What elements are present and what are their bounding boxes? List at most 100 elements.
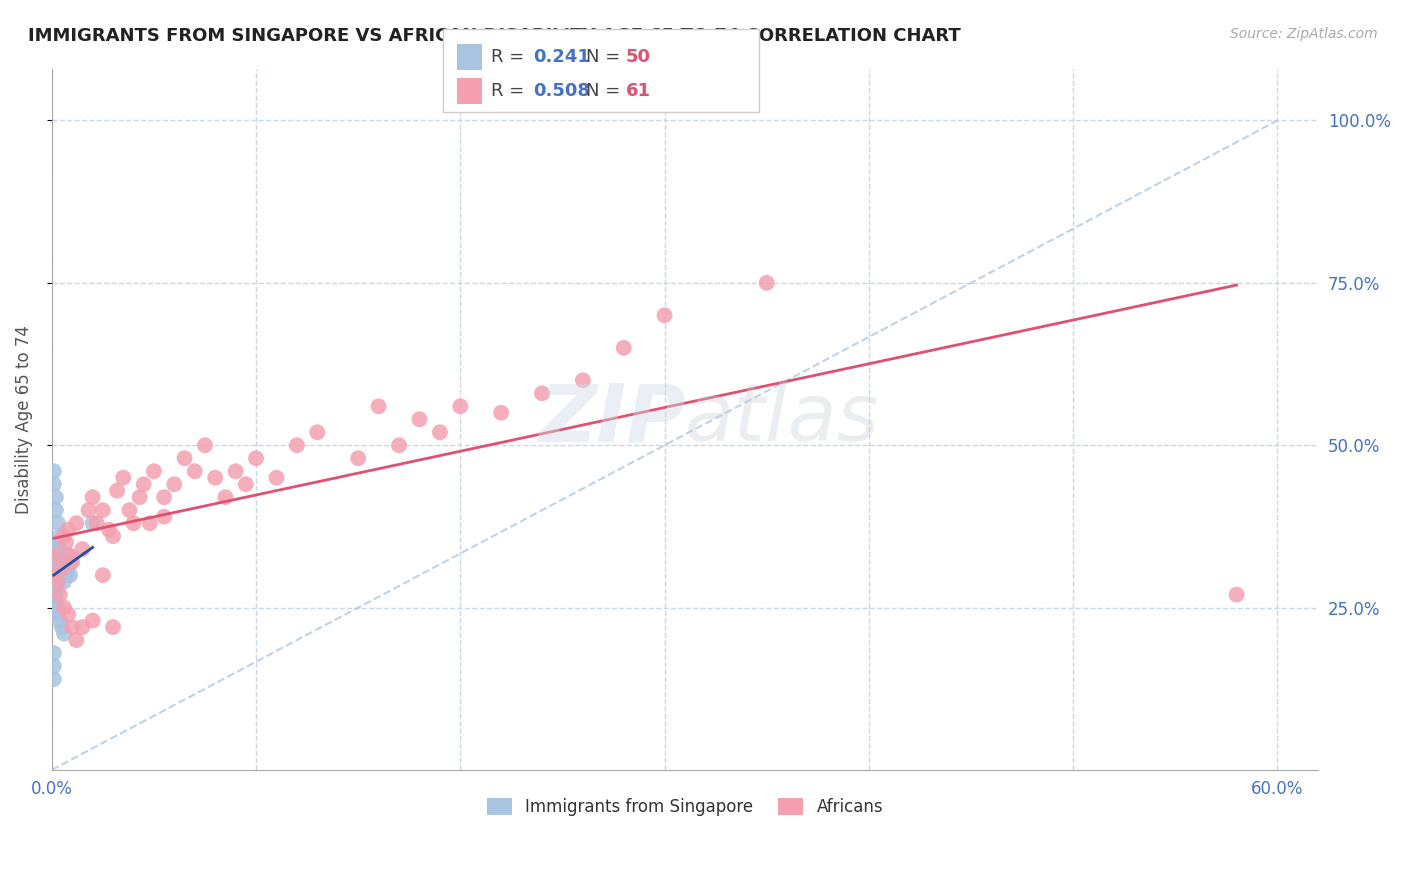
- Point: [60, 620, 83, 634]
- Point: [347, 451, 370, 466]
- Point: [45, 588, 67, 602]
- Point: [82, 614, 104, 628]
- Point: [42, 646, 65, 660]
- Point: [46, 574, 69, 589]
- Point: [59, 549, 82, 563]
- Point: [204, 471, 226, 485]
- Point: [56, 523, 79, 537]
- Point: [59, 555, 82, 569]
- Text: Source: ZipAtlas.com: Source: ZipAtlas.com: [1230, 27, 1378, 41]
- Text: N =: N =: [586, 48, 620, 66]
- Point: [613, 341, 636, 355]
- Text: R =: R =: [491, 82, 524, 100]
- Point: [53, 561, 76, 575]
- Point: [49, 614, 72, 628]
- Point: [59, 568, 82, 582]
- Text: ZIP: ZIP: [537, 380, 685, 458]
- Point: [45, 542, 67, 557]
- Point: [46, 555, 69, 569]
- Point: [65, 633, 87, 648]
- Point: [46, 516, 69, 531]
- Point: [755, 276, 778, 290]
- Point: [245, 451, 267, 466]
- Point: [101, 529, 124, 543]
- Point: [235, 477, 257, 491]
- Point: [266, 471, 288, 485]
- Point: [45, 503, 67, 517]
- Point: [53, 574, 76, 589]
- Point: [49, 588, 72, 602]
- Legend: Immigrants from Singapore, Africans: Immigrants from Singapore, Africans: [478, 790, 891, 825]
- Point: [118, 503, 141, 517]
- Point: [53, 626, 76, 640]
- Point: [42, 568, 65, 582]
- Point: [194, 438, 217, 452]
- Point: [82, 490, 104, 504]
- Point: [46, 607, 69, 621]
- Point: [42, 574, 65, 589]
- Point: [91, 503, 114, 517]
- Point: [408, 412, 430, 426]
- Point: [51, 561, 73, 575]
- Point: [153, 509, 176, 524]
- Point: [42, 535, 65, 549]
- Point: [153, 490, 176, 504]
- Point: [142, 464, 165, 478]
- Point: [285, 438, 308, 452]
- Point: [429, 425, 451, 440]
- Point: [132, 477, 155, 491]
- Point: [42, 477, 65, 491]
- Point: [531, 386, 554, 401]
- Point: [367, 399, 389, 413]
- Text: IMMIGRANTS FROM SINGAPORE VS AFRICAN DISABILITY AGE 65 TO 74 CORRELATION CHART: IMMIGRANTS FROM SINGAPORE VS AFRICAN DIS…: [28, 27, 960, 45]
- Point: [139, 516, 162, 531]
- Point: [51, 568, 73, 582]
- Point: [214, 490, 236, 504]
- Point: [46, 549, 69, 563]
- Point: [225, 464, 247, 478]
- Point: [51, 620, 73, 634]
- Point: [42, 588, 65, 602]
- Point: [51, 561, 73, 575]
- Point: [91, 568, 114, 582]
- Point: [45, 555, 67, 569]
- Point: [77, 503, 100, 517]
- Point: [45, 568, 67, 582]
- Point: [46, 561, 69, 575]
- Text: 50: 50: [626, 48, 651, 66]
- Point: [42, 672, 65, 686]
- Point: [307, 425, 329, 440]
- Point: [45, 594, 67, 608]
- Point: [45, 490, 67, 504]
- Text: 0.241: 0.241: [533, 48, 589, 66]
- Point: [122, 516, 145, 531]
- Point: [42, 581, 65, 595]
- Point: [654, 309, 676, 323]
- Point: [42, 549, 65, 563]
- Point: [60, 555, 83, 569]
- Point: [56, 549, 79, 563]
- Point: [49, 529, 72, 543]
- Point: [173, 451, 195, 466]
- Point: [49, 568, 72, 582]
- Point: [184, 464, 207, 478]
- Point: [53, 529, 76, 543]
- Point: [42, 464, 65, 478]
- Point: [51, 549, 73, 563]
- Point: [45, 581, 67, 595]
- Point: [55, 535, 77, 549]
- Point: [72, 620, 94, 634]
- Point: [489, 406, 512, 420]
- Point: [46, 600, 69, 615]
- Point: [42, 555, 65, 569]
- Text: N =: N =: [586, 82, 620, 100]
- Point: [128, 490, 150, 504]
- Point: [449, 399, 471, 413]
- Point: [572, 373, 595, 387]
- Point: [49, 561, 72, 575]
- Point: [45, 549, 67, 563]
- Point: [53, 600, 76, 615]
- Point: [46, 535, 69, 549]
- Point: [45, 561, 67, 575]
- Point: [388, 438, 411, 452]
